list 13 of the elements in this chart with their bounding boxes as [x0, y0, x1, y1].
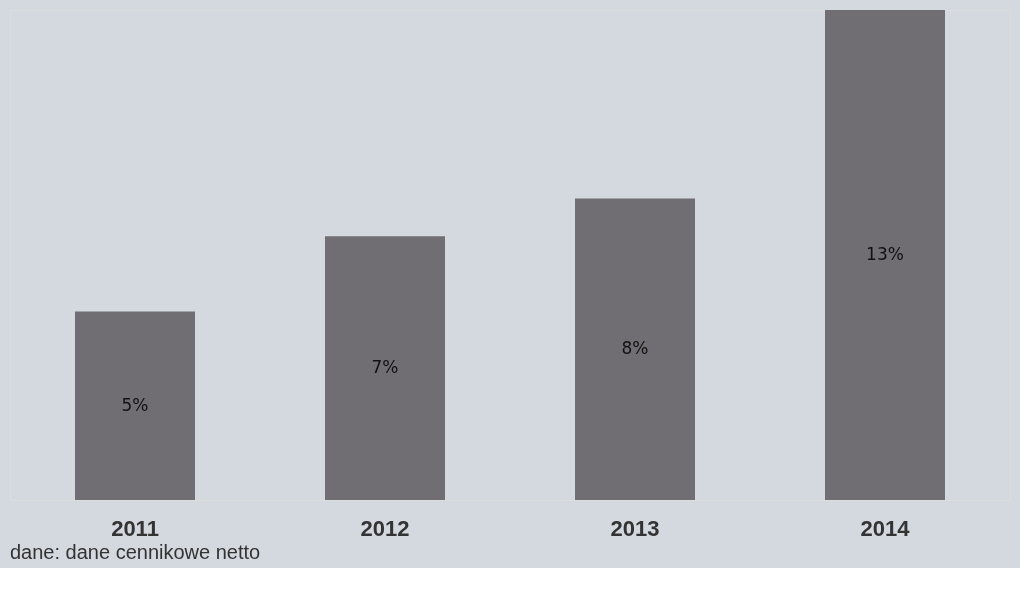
data-label: 7% — [371, 357, 399, 378]
x-tick-label: 2012 — [360, 515, 410, 541]
data-label: 8% — [621, 338, 649, 359]
data-label: 13% — [866, 244, 904, 264]
x-tick-label: 2011 — [111, 515, 159, 541]
text: dane: dane cennikowe netto — [10, 541, 261, 563]
bar — [575, 198, 695, 500]
bar — [75, 311, 195, 500]
bar — [325, 236, 445, 500]
x-tick-label: 2013 — [610, 515, 660, 541]
bar — [825, 10, 945, 500]
data-label: 5% — [121, 394, 149, 415]
x-tick-label: 2014 — [860, 515, 911, 541]
